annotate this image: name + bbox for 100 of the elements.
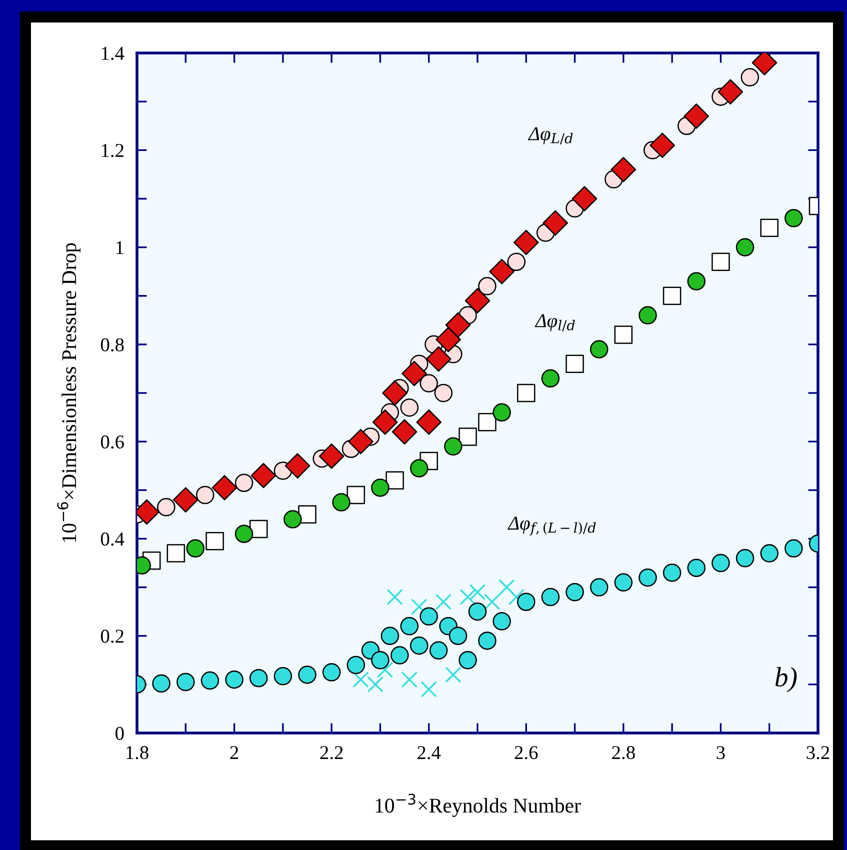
annotation: Δφ$_{l/d}$ bbox=[534, 314, 575, 332]
point bbox=[513, 230, 539, 256]
point bbox=[250, 462, 276, 488]
point bbox=[298, 666, 316, 684]
point bbox=[566, 583, 584, 602]
point bbox=[332, 493, 350, 512]
point bbox=[426, 346, 452, 372]
point bbox=[157, 498, 176, 516]
point bbox=[434, 384, 453, 402]
point bbox=[590, 578, 608, 596]
point bbox=[284, 453, 310, 479]
point bbox=[400, 617, 419, 636]
point bbox=[372, 409, 398, 435]
point bbox=[410, 636, 428, 655]
point bbox=[508, 588, 525, 606]
point bbox=[478, 413, 496, 432]
point bbox=[380, 626, 400, 645]
point bbox=[478, 277, 496, 296]
point bbox=[662, 286, 682, 305]
point bbox=[429, 641, 448, 660]
point bbox=[382, 380, 408, 406]
point bbox=[469, 584, 486, 600]
point bbox=[212, 475, 238, 500]
point bbox=[445, 312, 471, 338]
point bbox=[444, 437, 462, 456]
point bbox=[436, 326, 461, 352]
point bbox=[346, 656, 366, 674]
point bbox=[736, 238, 754, 256]
point bbox=[176, 672, 195, 692]
point bbox=[411, 598, 428, 615]
point bbox=[420, 681, 437, 698]
point bbox=[346, 486, 366, 504]
y-tick-label: 0.8 bbox=[100, 338, 124, 352]
point bbox=[392, 419, 418, 445]
point bbox=[541, 588, 560, 606]
point bbox=[458, 651, 477, 670]
point bbox=[712, 252, 730, 271]
point bbox=[784, 209, 803, 228]
point bbox=[284, 510, 302, 528]
point bbox=[541, 369, 560, 388]
point bbox=[566, 354, 584, 373]
point bbox=[614, 573, 633, 592]
point bbox=[367, 676, 384, 693]
point bbox=[445, 666, 462, 683]
point bbox=[352, 671, 369, 688]
y-tick-label: 0.4 bbox=[100, 532, 124, 546]
point bbox=[410, 459, 428, 478]
point bbox=[684, 103, 710, 129]
point bbox=[638, 306, 657, 324]
point bbox=[318, 443, 344, 469]
x-tick-label: 2.4 bbox=[418, 746, 441, 760]
point bbox=[638, 568, 657, 587]
x-tick-label: 2 bbox=[230, 746, 238, 759]
point bbox=[740, 68, 760, 86]
x-axis-title: 10$^{−3}$×Reynolds Number bbox=[376, 794, 581, 817]
point bbox=[172, 487, 198, 513]
point bbox=[610, 156, 636, 182]
point bbox=[687, 558, 706, 577]
point bbox=[200, 671, 220, 690]
point bbox=[420, 607, 438, 626]
x-tick-label: 3.2 bbox=[806, 746, 830, 760]
point bbox=[760, 544, 778, 562]
point bbox=[650, 132, 675, 158]
point bbox=[517, 592, 536, 611]
point bbox=[542, 210, 568, 236]
point bbox=[662, 564, 682, 582]
x-tick-label: 2.8 bbox=[612, 746, 635, 760]
y-tick-label: 0.6 bbox=[100, 435, 124, 449]
point bbox=[458, 428, 477, 446]
y-tick-label: 1.4 bbox=[102, 46, 124, 60]
point bbox=[152, 674, 170, 693]
y-axis-title: 10$^{−6}$×Dimensionless Pressure Drop bbox=[57, 243, 80, 542]
point bbox=[489, 258, 514, 284]
point bbox=[298, 505, 316, 524]
y-tick-label: 1 bbox=[116, 241, 124, 254]
point bbox=[322, 663, 341, 682]
annotation: b) bbox=[775, 667, 797, 692]
point bbox=[186, 539, 204, 558]
point bbox=[517, 384, 536, 402]
point bbox=[400, 398, 419, 417]
point bbox=[206, 532, 224, 550]
point bbox=[234, 524, 254, 543]
point bbox=[225, 670, 244, 689]
point bbox=[274, 667, 292, 686]
point bbox=[386, 588, 403, 606]
point bbox=[572, 186, 598, 212]
point bbox=[464, 288, 490, 314]
point bbox=[249, 668, 268, 688]
point bbox=[420, 374, 438, 392]
point bbox=[484, 594, 500, 610]
point bbox=[460, 588, 476, 606]
point bbox=[718, 79, 744, 105]
x-tick-label: 2.2 bbox=[320, 746, 343, 760]
point bbox=[401, 671, 418, 688]
point bbox=[492, 403, 511, 422]
point bbox=[736, 549, 754, 568]
point bbox=[402, 360, 427, 386]
x-tick-label: 1.8 bbox=[126, 746, 148, 760]
point bbox=[784, 539, 803, 558]
point bbox=[448, 626, 468, 645]
